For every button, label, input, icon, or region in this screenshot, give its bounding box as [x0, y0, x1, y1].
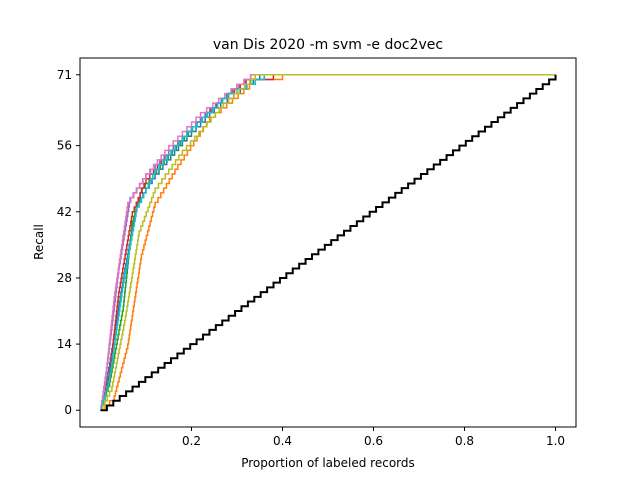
x-tick-label: 0.6 [364, 434, 383, 448]
y-tick-label: 42 [57, 205, 72, 219]
x-axis-label: Proportion of labeled records [241, 456, 415, 470]
x-tick-label: 0.2 [182, 434, 201, 448]
random-baseline [100, 74, 557, 412]
x-axis-ticks: 0.2 0.4 0.6 0.8 1.0 [182, 427, 565, 448]
recall-curve-6 [100, 74, 556, 411]
y-tick-label: 71 [57, 68, 72, 82]
y-tick-label: 28 [57, 271, 72, 285]
recall-curve-8 [100, 74, 556, 411]
recall-curve-7 [100, 74, 556, 411]
y-axis-label: Recall [32, 224, 46, 260]
y-axis-ticks: 0 14 28 42 56 71 [57, 68, 80, 417]
x-tick-label: 0.8 [455, 434, 474, 448]
recall-curves [100, 74, 556, 411]
y-tick-label: 56 [57, 139, 72, 153]
y-tick-label: 0 [64, 403, 72, 417]
x-tick-label: 0.4 [273, 434, 292, 448]
plot-frame [79, 57, 577, 428]
x-tick-label: 1.0 [546, 434, 565, 448]
y-tick-label: 14 [57, 337, 72, 351]
chart-title: van Dis 2020 -m svm -e doc2vec [213, 37, 443, 53]
random-baseline-curve [100, 74, 557, 412]
